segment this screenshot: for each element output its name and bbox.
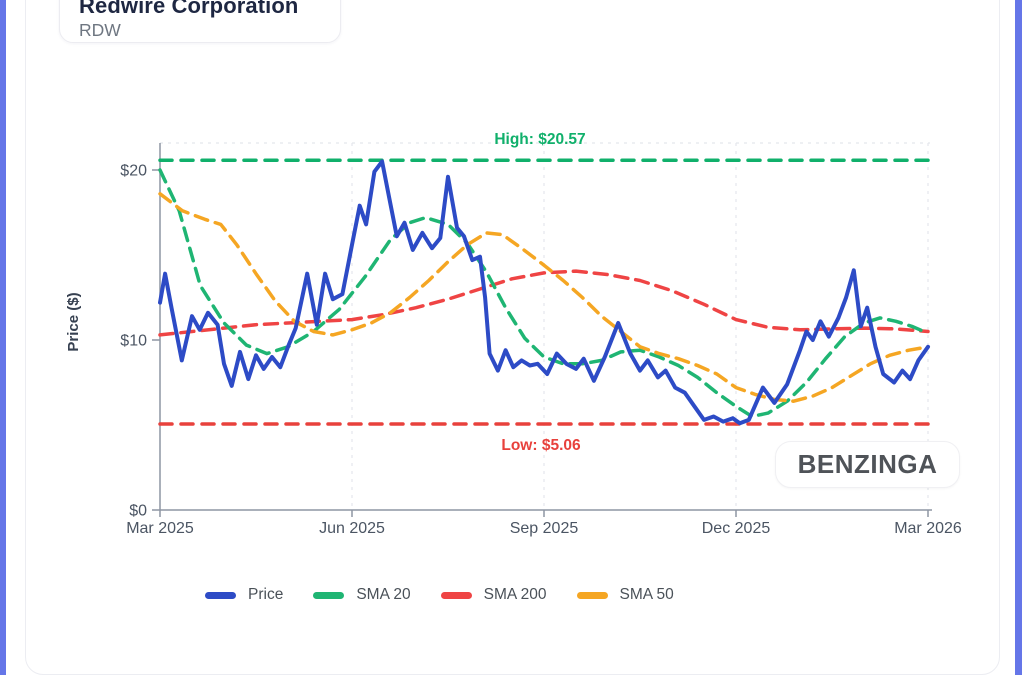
ticker-symbol: RDW [79, 20, 121, 40]
y-tick-label: $20 [120, 163, 147, 180]
benzinga-watermark: BENZINGA [775, 441, 960, 488]
series-sma200 [158, 269, 930, 337]
price-line-swatch [205, 591, 236, 599]
series-price [158, 159, 930, 426]
y-axis-title: Price ($) [65, 292, 82, 352]
x-tick-label: Dec 2025 [702, 520, 771, 537]
legend-item-sma200: SMA 200 [440, 586, 547, 604]
y-tick-label: $10 [120, 333, 147, 350]
legend-label: Price [248, 586, 284, 603]
title-chip: Redwire Corporation RDW [59, 0, 341, 43]
page-edge-stripe-left [0, 0, 6, 675]
y-tick-label: $0 [129, 503, 147, 520]
x-tick-label: Mar 2025 [126, 520, 194, 537]
legend-label: SMA 200 [483, 586, 547, 603]
page-edge-stripe-right [1015, 0, 1022, 675]
x-tick-label: Mar 2026 [894, 520, 962, 537]
series-sma20 [158, 168, 930, 419]
sma200-line-swatch [440, 591, 472, 599]
x-tick-label: Jun 2025 [319, 520, 385, 537]
chart-legend: Price SMA 20 SMA 200 SMA 50 [205, 582, 674, 608]
legend-label: SMA 50 [619, 586, 674, 603]
low-annotation: Low: $5.06 [501, 437, 581, 454]
x-tick-label: Sep 2025 [510, 520, 579, 537]
page-title: Redwire Corporation [79, 0, 299, 18]
legend-item-price: Price [205, 586, 283, 604]
sma20-line-swatch [313, 591, 345, 599]
high-annotation: High: $20.57 [494, 131, 586, 148]
legend-label: SMA 20 [356, 586, 411, 603]
legend-item-sma20: SMA 20 [313, 586, 411, 604]
sma50-line-swatch [576, 591, 608, 599]
legend-item-sma50: SMA 50 [576, 586, 674, 604]
series-sma50 [158, 192, 930, 403]
